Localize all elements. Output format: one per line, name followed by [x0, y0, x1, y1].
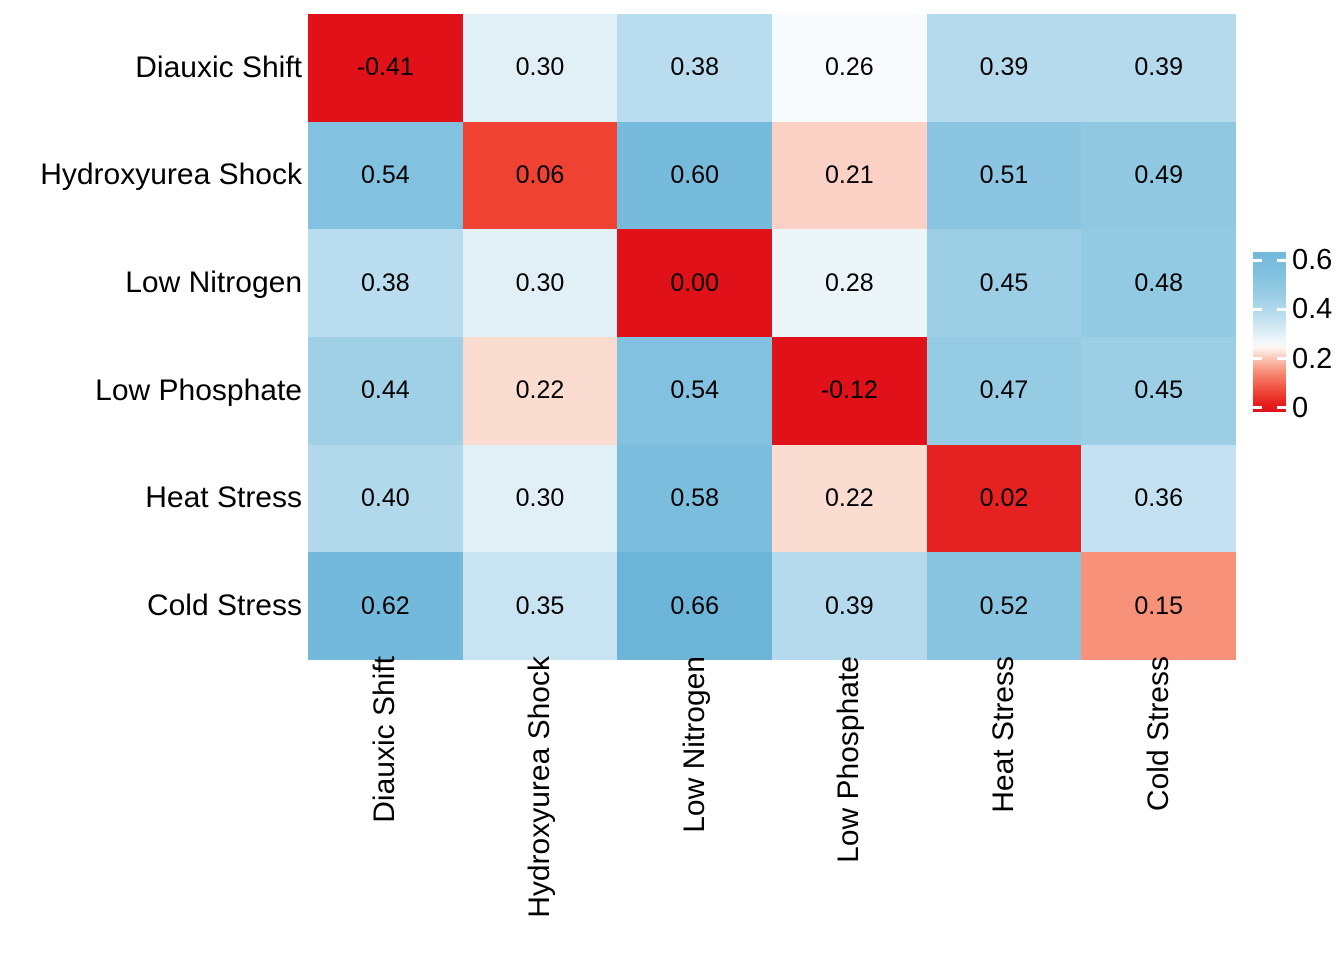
heatmap-cell: 0.30 [462, 229, 618, 337]
heatmap-cell: 0.28 [772, 229, 927, 337]
x-axis-label: Diauxic Shift [368, 656, 402, 823]
x-axis-label: Hydroxyurea Shock [523, 656, 556, 918]
heatmap-cell: 0.54 [308, 121, 463, 230]
y-axis-label: Low Phosphate [95, 373, 302, 407]
heatmap-cell: 0.58 [617, 444, 772, 553]
heatmap-cell: 0.45 [1081, 336, 1236, 445]
heatmap-cell: 0.06 [462, 121, 618, 230]
heatmap-cell: 0.21 [772, 121, 927, 230]
colorbar-legend [1253, 252, 1286, 412]
colorbar-tick-label: 0.6 [1292, 244, 1333, 277]
heatmap-cell: 0.02 [926, 444, 1082, 553]
colorbar-tick-mark [1253, 357, 1262, 360]
heatmap-cell: 0.49 [1081, 121, 1236, 230]
heatmap-cell: 0.51 [926, 121, 1082, 230]
colorbar-tick-mark [1253, 307, 1262, 311]
heatmap-cell: 0.54 [617, 336, 772, 445]
colorbar-gradient [1253, 252, 1286, 412]
heatmap-cell: 0.40 [308, 444, 463, 553]
heatmap-cell: 0.38 [308, 229, 463, 337]
heatmap-cell: 0.66 [617, 552, 772, 660]
heatmap-cell: 0.39 [926, 14, 1082, 122]
heatmap-cell: 0.00 [617, 229, 772, 337]
colorbar-tick-mark [1253, 406, 1262, 410]
colorbar-tick-mark [1277, 307, 1286, 311]
heatmap-cell: 0.35 [462, 552, 618, 660]
x-axis-label: Low Nitrogen [677, 656, 711, 833]
x-axis-label: Heat Stress [987, 656, 1020, 813]
colorbar-tick-label: 0.4 [1292, 293, 1333, 326]
y-axis-label: Cold Stress [146, 589, 302, 623]
heatmap-cell: -0.41 [308, 14, 463, 122]
heatmap-cell: 0.39 [1081, 14, 1236, 122]
x-axis-label: Cold Stress [1141, 656, 1175, 812]
heatmap-cell: 0.36 [1081, 444, 1236, 553]
heatmap-cell: 0.15 [1081, 552, 1236, 660]
heatmap-cell: 0.44 [308, 336, 463, 445]
heatmap-cell: -0.12 [772, 336, 927, 445]
colorbar-tick-mark [1277, 258, 1286, 262]
colorbar-tick-mark [1277, 357, 1286, 360]
y-axis-label: Low Nitrogen [125, 266, 302, 300]
heatmap-cell: 0.22 [772, 444, 927, 553]
colorbar-tick-mark [1253, 258, 1262, 262]
heatmap-cell: 0.39 [772, 552, 927, 660]
y-axis-label: Heat Stress [145, 481, 302, 515]
heatmap-cell: 0.45 [926, 229, 1082, 337]
heatmap-cell: 0.30 [462, 444, 618, 553]
heatmap-cell: 0.60 [617, 121, 772, 230]
y-axis-label: Diauxic Shift [135, 50, 302, 84]
heatmap-cell: 0.22 [462, 336, 618, 445]
heatmap-grid: -0.41 0.30 0.38 0.26 0.39 0.39 0.54 0.06 0.60 0.2… [308, 14, 1236, 660]
heatmap-cell: 0.62 [308, 552, 463, 660]
heatmap-cell: 0.52 [926, 552, 1082, 660]
colorbar-tick-mark [1277, 406, 1286, 410]
heatmap-cell: 0.47 [926, 336, 1082, 445]
colorbar-tick-label: 0.2 [1292, 342, 1333, 375]
colorbar-tick-label: 0 [1292, 391, 1309, 424]
heatmap-cell: 0.38 [617, 14, 772, 122]
x-axis-label: Low Phosphate [832, 656, 866, 863]
y-axis-label: Hydroxyurea Shock [40, 158, 302, 192]
heatmap-cell: 0.48 [1081, 229, 1236, 337]
heatmap-cell: 0.30 [462, 14, 618, 122]
heatmap-cell: 0.26 [772, 14, 927, 122]
